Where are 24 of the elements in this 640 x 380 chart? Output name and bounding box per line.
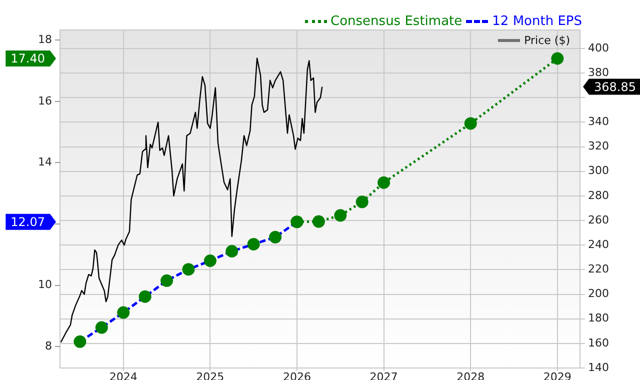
y2-tick-label: 300: [588, 164, 609, 178]
y-tick-label: 8: [45, 339, 52, 352]
y2-tick-label: 160: [588, 336, 609, 350]
y2-tick-label: 140: [588, 360, 609, 374]
y-tick-label: 10: [38, 278, 52, 292]
y2-tick-label: 320: [588, 140, 609, 153]
y2-tick-label: 240: [588, 238, 609, 251]
y2-tick-label: 180: [588, 312, 609, 325]
text: 12.07: [10, 214, 46, 229]
y2-tick-label: 220: [588, 262, 609, 276]
text: 368.85: [594, 80, 636, 94]
y2-tick-label: 200: [588, 287, 609, 300]
legend-label: Price ($): [524, 34, 570, 47]
y2-tick-label: 260: [588, 213, 609, 226]
y2-tick-label: 400: [588, 41, 609, 54]
y2-tick-label: 380: [588, 66, 609, 79]
y-tick-label: 18: [38, 32, 52, 46]
legend-label: 12 Month EPS: [492, 14, 582, 29]
y2-tick-label: 280: [588, 188, 609, 202]
text: 17.40: [10, 52, 46, 66]
y-tick-label: 16: [38, 94, 52, 108]
y2-tick-label: 340: [588, 115, 609, 128]
legend-label: Consensus Estimate: [330, 14, 462, 29]
y-tick-label: 14: [38, 156, 52, 169]
